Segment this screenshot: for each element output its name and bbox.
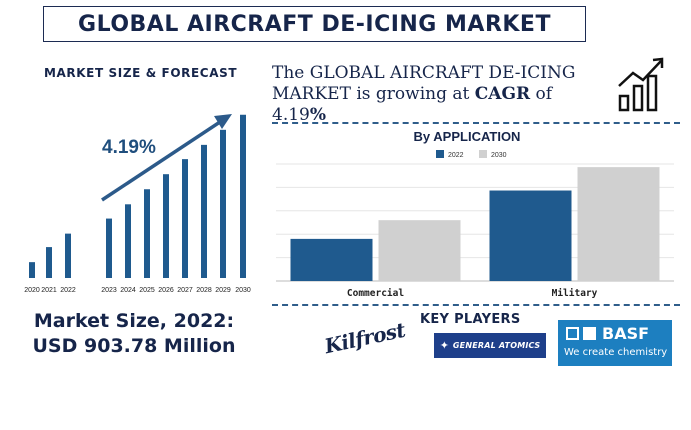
category-label-commercial: Commercial <box>347 288 404 299</box>
kilfrost-logo: Kilfrost <box>318 318 407 362</box>
headline-percent: % <box>309 105 327 125</box>
divider-top <box>272 122 680 124</box>
headline-rate: 4.19 <box>272 105 310 125</box>
divider-bottom <box>272 304 680 306</box>
application-bar-chart: By APPLICATION 2022 2030 Commercial Milita… <box>276 129 674 299</box>
application-bar-commercial-2030 <box>378 220 461 281</box>
forecast-tick-label: 2020 <box>24 287 40 294</box>
forecast-bar-2026 <box>163 174 169 278</box>
forecast-bar-chart: 2020 2021 2022 2023 2024 2025 2026 2027 2028 2029… <box>24 114 251 294</box>
forecast-tick-label: 2022 <box>60 287 76 294</box>
general-atomics-star-icon: ✦ <box>439 340 449 352</box>
key-players-heading: KEY PLAYERS <box>420 312 521 327</box>
forecast-tick-label: 2025 <box>139 287 155 294</box>
forecast-tick-label: 2029 <box>215 287 231 294</box>
legend-label-2022: 2022 <box>448 152 464 159</box>
title-box: GLOBAL AIRCRAFT DE-ICING MARKET <box>43 6 586 42</box>
forecast-bar-2029 <box>220 129 226 278</box>
application-bar-military-2030 <box>577 167 660 281</box>
growth-arrow <box>101 118 224 202</box>
application-bar-military-2022 <box>489 190 572 281</box>
forecast-tick-label: 2021 <box>41 287 57 294</box>
headline: The GLOBAL AIRCRAFT DE-ICING MARKET is g… <box>272 63 602 126</box>
basf-square-icon <box>566 327 579 340</box>
forecast-bar-2030 <box>240 114 246 278</box>
forecast-tick-label: 2030 <box>235 287 251 294</box>
growth-trend-icon <box>618 57 664 112</box>
headline-of: of <box>530 84 553 104</box>
forecast-tick-label: 2028 <box>196 287 212 294</box>
cagr-annotation: 4.19% <box>102 137 156 158</box>
general-atomics-logo: ✦ GENERAL ATOMICS <box>434 333 546 358</box>
forecast-bar-2025 <box>144 189 150 278</box>
forecast-bar-2021 <box>46 247 52 278</box>
market-size-text: Market Size, 2022: USD 903.78 Million <box>14 309 254 359</box>
forecast-bar-2024 <box>125 204 131 278</box>
basf-logo-text: BASF <box>602 324 650 343</box>
legend-label-2030: 2030 <box>491 152 507 159</box>
forecast-tick-label: 2024 <box>120 287 136 294</box>
headline-cagr: CAGR <box>474 84 531 104</box>
page-title: GLOBAL AIRCRAFT DE-ICING MARKET <box>78 11 551 37</box>
headline-prefix: The GLOBAL AIRCRAFT DE-ICING MARKET is g… <box>272 63 576 104</box>
basf-tagline: We create chemistry <box>564 347 668 358</box>
legend-swatch-2030 <box>479 150 487 158</box>
general-atomics-logo-text: GENERAL ATOMICS <box>452 341 541 350</box>
chart-title: By APPLICATION <box>414 129 521 144</box>
forecast-bar-2023 <box>106 218 112 278</box>
category-label-military: Military <box>552 288 598 299</box>
basf-square-filled-icon <box>583 327 596 340</box>
basf-logo: BASF We create chemistry <box>558 320 672 366</box>
forecast-bar-2028 <box>201 144 207 278</box>
market-size-line1: Market Size, 2022: <box>33 310 235 332</box>
market-size-forecast-label: MARKET SIZE & FORECAST <box>44 66 238 80</box>
growth-arrow-head <box>214 114 232 129</box>
legend-swatch-2022 <box>436 150 444 158</box>
forecast-tick-label: 2027 <box>177 287 193 294</box>
forecast-tick-label: 2026 <box>158 287 174 294</box>
kilfrost-logo-text: Kilfrost <box>322 317 408 359</box>
forecast-bar-2020 <box>29 262 35 278</box>
market-size-line2: USD 903.78 Million <box>32 335 236 357</box>
forecast-bar-2022 <box>65 233 71 278</box>
application-bar-commercial-2022 <box>290 238 373 281</box>
forecast-bar-2027 <box>182 159 188 278</box>
forecast-tick-label: 2023 <box>101 287 117 294</box>
